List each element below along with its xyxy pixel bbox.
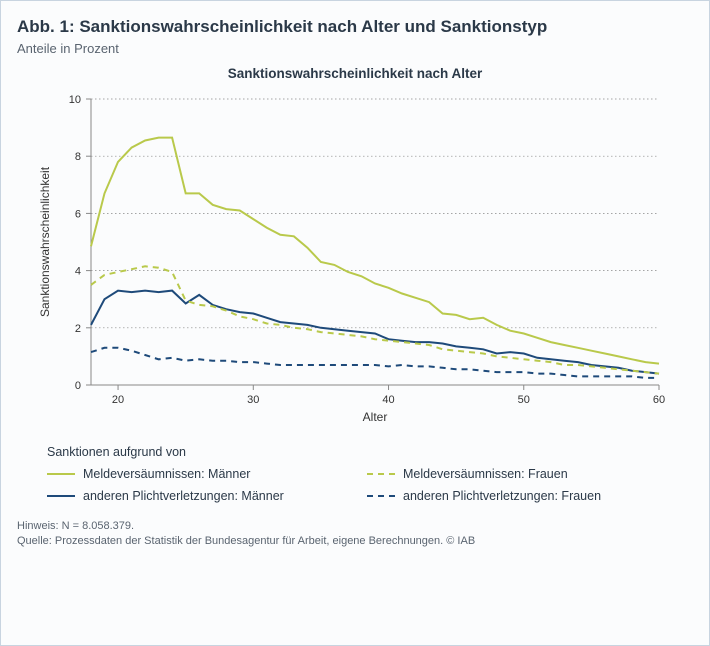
- svg-text:6: 6: [75, 208, 81, 220]
- legend-item: Meldeversäumnissen: Frauen: [367, 467, 667, 481]
- legend-label: Meldeversäumnissen: Frauen: [403, 467, 568, 481]
- line-chart: 0 2 4 6 8 10 20 30 40 50 60 Alter Sanktionswahrschei…: [29, 87, 679, 427]
- figure-container: Abb. 1: Sanktionswahrscheinlichkeit nach…: [0, 0, 710, 646]
- svg-text:Sanktionswahrscheinlichkeit: Sanktionswahrscheinlichkeit: [38, 166, 52, 317]
- legend-item: anderen Plichtverletzungen: Frauen: [367, 489, 667, 503]
- legend-item: Meldeversäumnissen: Männer: [47, 467, 347, 481]
- svg-text:Alter: Alter: [363, 410, 388, 424]
- svg-text:8: 8: [75, 151, 81, 163]
- legend-label: anderen Plichtverletzungen: Frauen: [403, 489, 601, 503]
- legend-swatch: [367, 495, 395, 497]
- footnote-source: Quelle: Prozessdaten der Statistik der B…: [17, 534, 693, 549]
- svg-text:2: 2: [75, 323, 81, 335]
- svg-text:0: 0: [75, 380, 81, 392]
- legend-label: Meldeversäumnissen: Männer: [83, 467, 250, 481]
- legend-item: anderen Plichtverletzungen: Männer: [47, 489, 347, 503]
- svg-text:30: 30: [247, 394, 259, 406]
- figure-title: Abb. 1: Sanktionswahrscheinlichkeit nach…: [17, 17, 693, 37]
- svg-text:40: 40: [382, 394, 394, 406]
- chart-area: Sanktionswahrscheinlichkeit nach Alter 0…: [17, 66, 693, 427]
- legend-swatch: [47, 473, 75, 475]
- svg-text:4: 4: [75, 266, 81, 278]
- svg-text:20: 20: [112, 394, 124, 406]
- chart-title: Sanktionswahrscheinlichkeit nach Alter: [17, 66, 693, 81]
- svg-text:50: 50: [518, 394, 530, 406]
- chart-svg: 0 2 4 6 8 10 20 30 40 50 60 Alter Sanktionswahrschei…: [29, 87, 679, 427]
- legend-label: anderen Plichtverletzungen: Männer: [83, 489, 284, 503]
- legend-swatch: [47, 495, 75, 497]
- footnote: Hinweis: N = 8.058.379. Quelle: Prozessd…: [17, 519, 693, 550]
- legend-heading: Sanktionen aufgrund von: [47, 445, 693, 459]
- svg-text:10: 10: [69, 94, 81, 106]
- legend-grid: Meldeversäumnissen: Männer Meldeversäumni…: [47, 467, 667, 503]
- footnote-hint: Hinweis: N = 8.058.379.: [17, 519, 693, 534]
- svg-text:60: 60: [653, 394, 665, 406]
- legend-swatch: [367, 473, 395, 475]
- figure-subtitle: Anteile in Prozent: [17, 41, 693, 56]
- legend: Sanktionen aufgrund von Meldeversäumniss…: [47, 445, 693, 503]
